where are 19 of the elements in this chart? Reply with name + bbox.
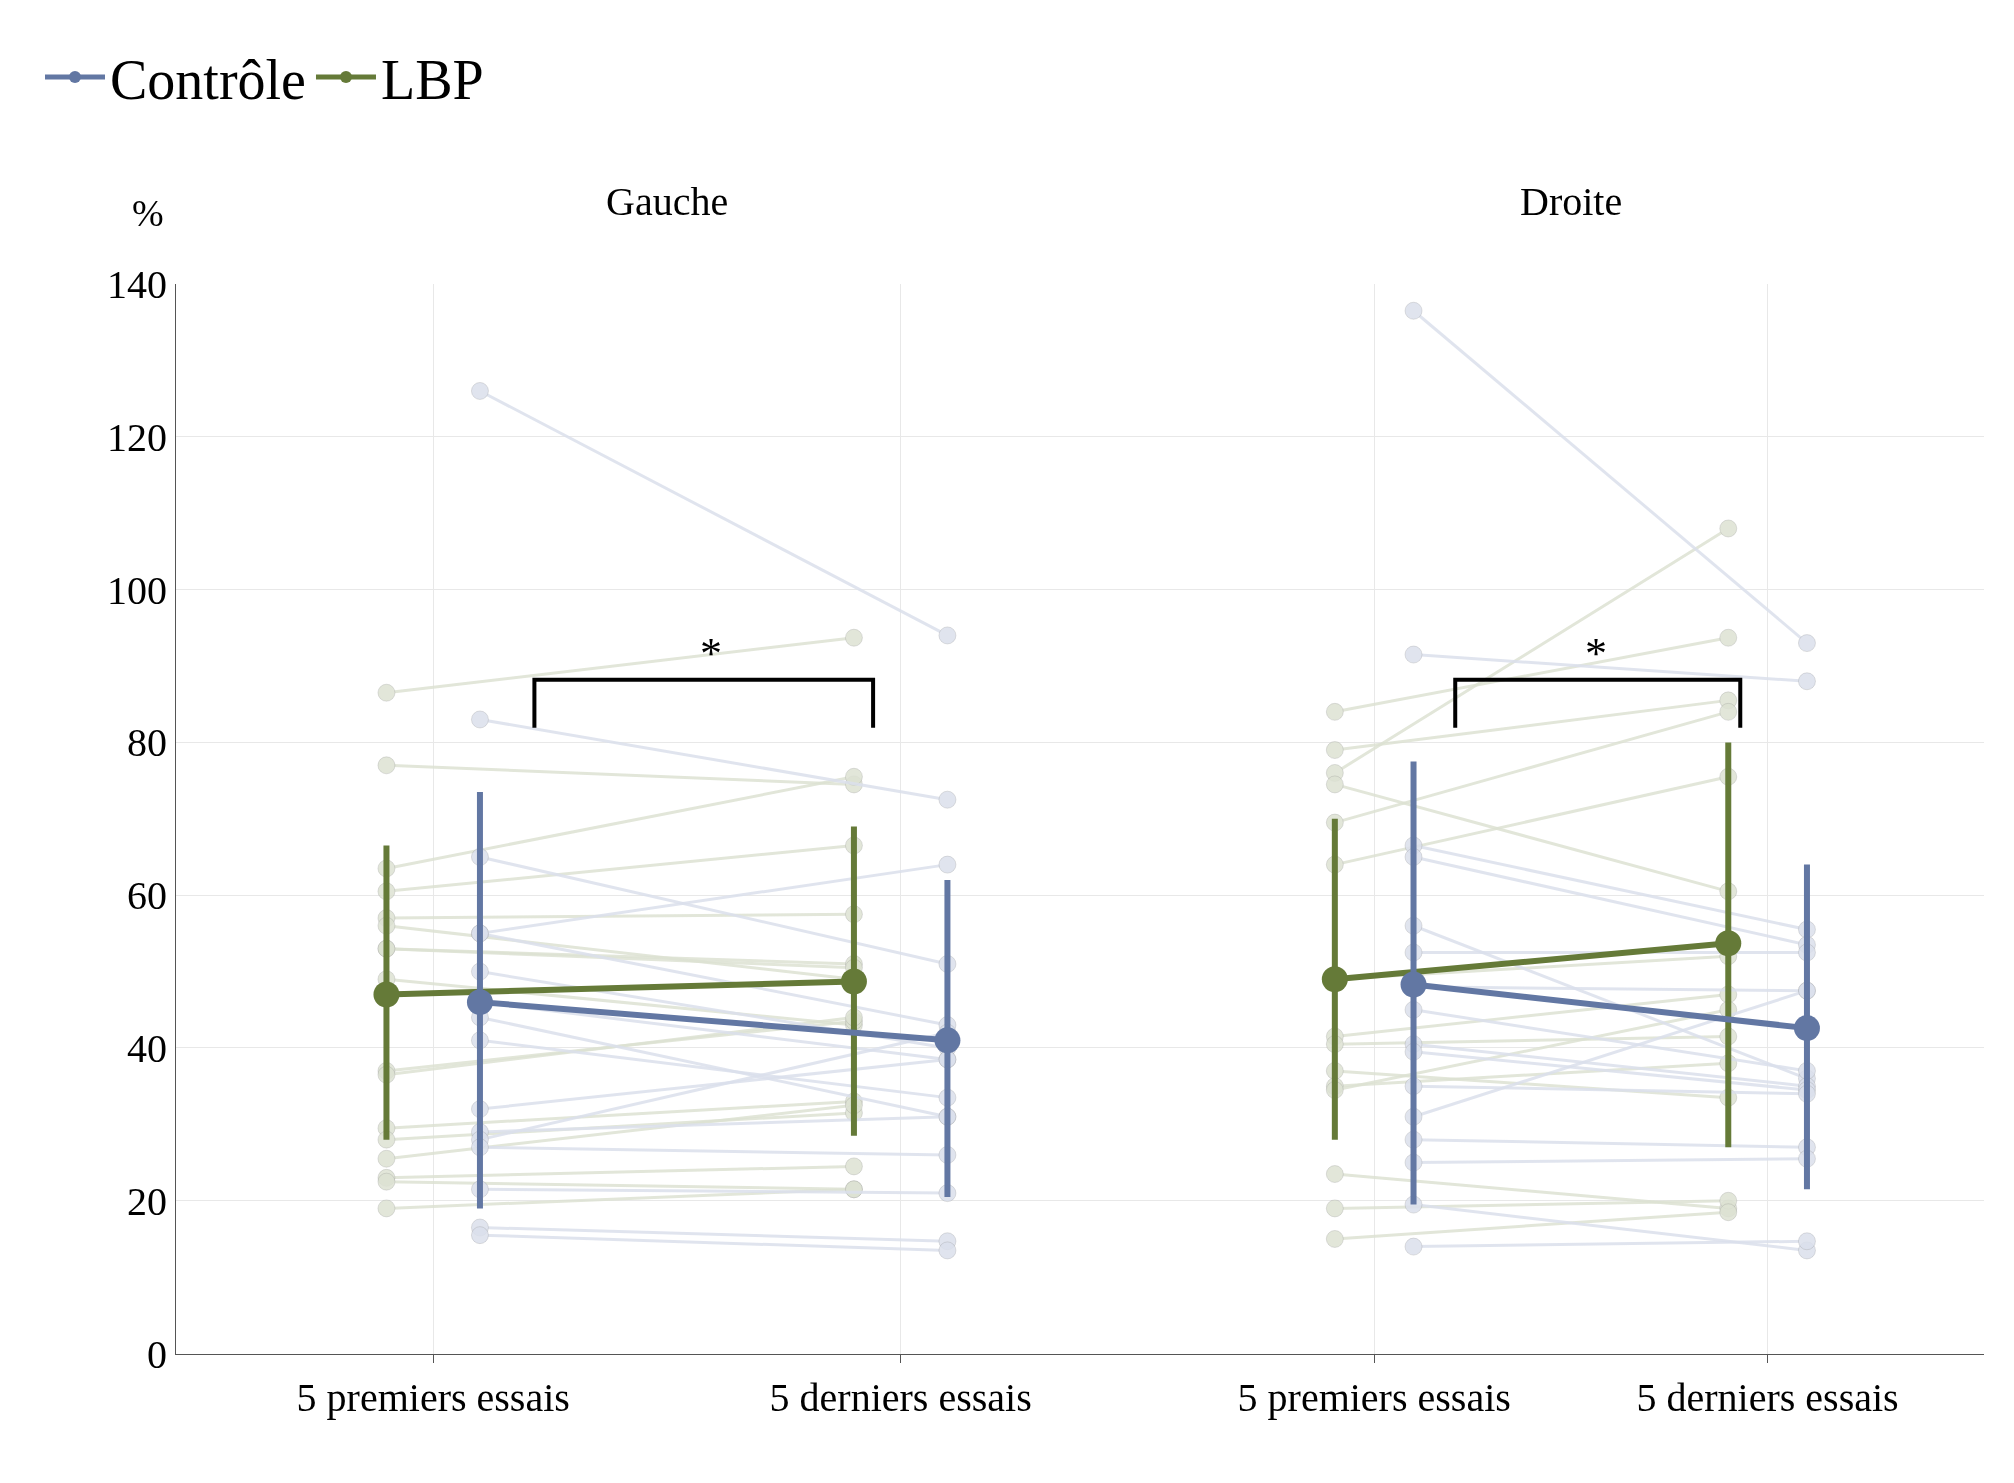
y-tick-label: 80 [127,720,168,766]
y-tick-label: 100 [107,567,168,613]
legend-label: LBP [380,48,484,111]
y-tick-label: 120 [107,414,168,460]
x-tick-label: 5 derniers essais [769,1374,1032,1420]
y-tick-label: 60 [127,873,168,919]
x-tick-label: 5 premiers essais [296,1374,570,1420]
y-tick-label: 40 [127,1025,168,1071]
x-tick-label: 5 derniers essais [1636,1374,1899,1420]
annotation: * [1585,629,1607,678]
y-tick-label: 20 [127,1178,168,1224]
chart-title: Gauche [606,179,729,224]
y-tick-label: 0 [147,1331,168,1377]
y-tick-label: 140 [107,262,168,308]
chart-title: Droite [1520,179,1623,224]
x-tick-label: 5 premiers essais [1237,1374,1511,1420]
annotation: * [700,629,722,678]
legend-label: Contrôle [110,48,306,111]
y-axis-title: % [132,192,164,234]
